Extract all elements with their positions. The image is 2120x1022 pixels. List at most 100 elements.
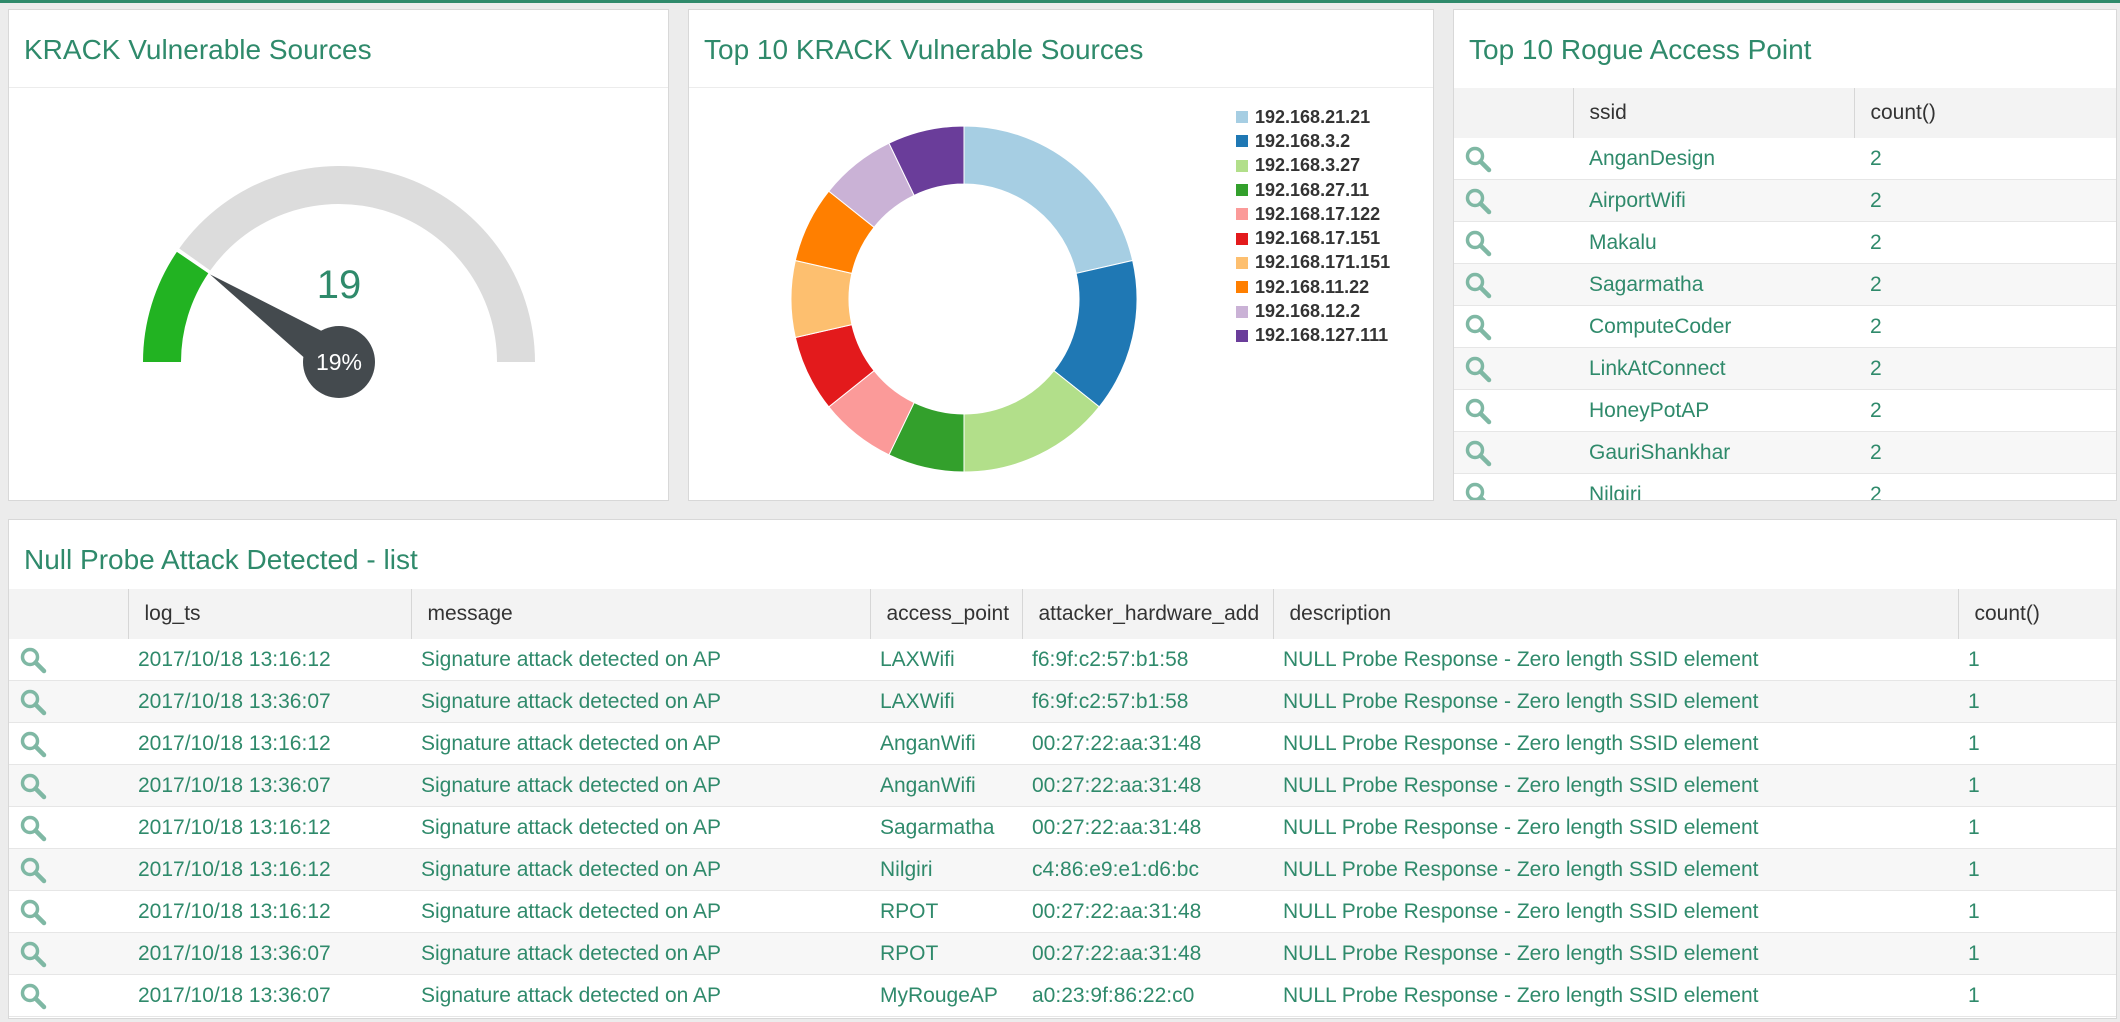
- column-header-action: [1454, 88, 1573, 138]
- table-row: Makalu 2: [1454, 221, 2116, 264]
- null-probe-table: log_ts message access_point attacker_har…: [9, 589, 2116, 1017]
- legend-item[interactable]: 192.168.171.151: [1236, 251, 1390, 275]
- cell-description: NULL Probe Response - Zero length SSID e…: [1273, 680, 1958, 723]
- legend-item[interactable]: 192.168.17.151: [1236, 226, 1390, 250]
- magnifier-icon[interactable]: [19, 730, 47, 758]
- magnifier-icon[interactable]: [19, 982, 47, 1010]
- table-row: 2017/10/18 13:16:12 Signature attack dete…: [9, 806, 2116, 849]
- row-drilldown-button[interactable]: [1454, 221, 1573, 264]
- legend-item[interactable]: 192.168.127.111: [1236, 324, 1390, 348]
- panel-title: Top 10 Rogue Access Point: [1469, 34, 1812, 65]
- cell-description: NULL Probe Response - Zero length SSID e…: [1273, 722, 1958, 765]
- cell-attacker-hardware: 00:27:22:aa:31:48: [1022, 806, 1273, 849]
- magnifier-icon[interactable]: [19, 856, 47, 884]
- legend-label: 192.168.21.21: [1255, 106, 1371, 127]
- legend-label: 192.168.127.111: [1255, 325, 1389, 346]
- magnifier-icon[interactable]: [1464, 229, 1492, 257]
- legend-swatch: [1236, 208, 1248, 221]
- table-row: 2017/10/18 13:36:07 Signature attack dete…: [9, 932, 2116, 975]
- magnifier-icon[interactable]: [1464, 145, 1492, 173]
- row-drilldown-button[interactable]: [9, 639, 128, 681]
- cell-attacker-hardware: 00:27:22:aa:31:48: [1022, 764, 1273, 807]
- magnifier-icon[interactable]: [1464, 187, 1492, 215]
- row-drilldown-button[interactable]: [1454, 138, 1573, 180]
- legend-swatch: [1236, 184, 1248, 197]
- legend-item[interactable]: 192.168.3.2: [1236, 129, 1390, 153]
- magnifier-icon[interactable]: [19, 772, 47, 800]
- legend-item[interactable]: 192.168.17.122: [1236, 202, 1390, 226]
- magnifier-icon[interactable]: [1464, 271, 1492, 299]
- legend-swatch: [1236, 305, 1248, 318]
- row-drilldown-button[interactable]: [9, 932, 128, 975]
- column-header-count[interactable]: count(): [1853, 88, 2116, 138]
- cell-ssid: AnganDesign: [1573, 138, 1854, 180]
- magnifier-icon[interactable]: [1464, 439, 1492, 467]
- column-header-description[interactable]: description: [1272, 589, 1958, 639]
- column-header-count[interactable]: count(): [1957, 589, 2116, 639]
- row-drilldown-button[interactable]: [1454, 263, 1573, 306]
- magnifier-icon[interactable]: [19, 814, 47, 842]
- column-header-log-ts[interactable]: log_ts: [127, 589, 411, 639]
- donut-slice[interactable]: [888, 125, 965, 197]
- table-row: 2017/10/18 13:36:07 Signature attack dete…: [9, 764, 2116, 807]
- table-row: 2017/10/18 13:16:12 Signature attack dete…: [9, 722, 2116, 765]
- table-row: ComputeCoder 2: [1454, 305, 2116, 348]
- magnifier-icon[interactable]: [1464, 313, 1492, 341]
- cell-attacker-hardware: a0:23:9f:86:22:c0: [1022, 974, 1273, 1017]
- cell-access-point: LAXWifi: [870, 639, 1022, 681]
- donut-slice[interactable]: [790, 259, 853, 339]
- row-drilldown-button[interactable]: [9, 890, 128, 933]
- magnifier-icon[interactable]: [19, 688, 47, 716]
- legend-label: 192.168.3.2: [1255, 130, 1351, 151]
- column-header-access-point[interactable]: access_point: [869, 589, 1022, 639]
- row-drilldown-button[interactable]: [9, 764, 128, 807]
- row-drilldown-button[interactable]: [1454, 389, 1573, 432]
- gauge-percent-label: 19%: [316, 349, 362, 375]
- cell-count: 1: [1958, 848, 2116, 891]
- row-drilldown-button[interactable]: [1454, 347, 1573, 390]
- legend-item[interactable]: 192.168.12.2: [1236, 299, 1390, 323]
- column-header-ssid[interactable]: ssid: [1572, 88, 1854, 138]
- legend-item[interactable]: 192.168.11.22: [1236, 275, 1390, 299]
- magnifier-icon[interactable]: [19, 646, 47, 674]
- panel-title: KRACK Vulnerable Sources: [24, 34, 372, 65]
- cell-count: 2: [1854, 263, 2116, 306]
- column-header-message[interactable]: message: [410, 589, 870, 639]
- table-row: GauriShankhar 2: [1454, 431, 2116, 474]
- magnifier-icon[interactable]: [19, 940, 47, 968]
- row-drilldown-button[interactable]: [9, 680, 128, 723]
- legend-item[interactable]: 192.168.21.21: [1236, 105, 1390, 129]
- column-header-action: [9, 589, 128, 639]
- cell-count: 2: [1854, 138, 2116, 180]
- cell-count: 2: [1854, 347, 2116, 390]
- table-row: 2017/10/18 13:36:07 Signature attack dete…: [9, 680, 2116, 723]
- row-drilldown-button[interactable]: [1454, 431, 1573, 474]
- legend-item[interactable]: 192.168.27.11: [1236, 178, 1390, 202]
- cell-ssid: GauriShankhar: [1573, 431, 1854, 474]
- cell-attacker-hardware: f6:9f:c2:57:b1:58: [1022, 639, 1273, 681]
- table-row: Sagarmatha 2: [1454, 263, 2116, 306]
- magnifier-icon[interactable]: [1464, 397, 1492, 425]
- row-drilldown-button[interactable]: [9, 806, 128, 849]
- cell-log-ts: 2017/10/18 13:16:12: [128, 806, 411, 849]
- legend-item[interactable]: 192.168.3.27: [1236, 154, 1390, 178]
- cell-message: Signature attack detected on AP: [411, 639, 870, 681]
- cell-count: 2: [1854, 431, 2116, 474]
- magnifier-icon[interactable]: [1464, 355, 1492, 383]
- magnifier-icon[interactable]: [19, 898, 47, 926]
- column-header-attacker-hardware[interactable]: attacker_hardware_add: [1021, 589, 1273, 639]
- legend-label: 192.168.27.11: [1255, 179, 1370, 200]
- gauge-hub: [303, 326, 375, 398]
- row-drilldown-button[interactable]: [1454, 305, 1573, 348]
- row-drilldown-button[interactable]: [1454, 473, 1573, 500]
- cell-count: 1: [1958, 722, 2116, 765]
- cell-access-point: MyRougeAP: [870, 974, 1022, 1017]
- donut-slice[interactable]: [963, 125, 1134, 275]
- magnifier-icon[interactable]: [1464, 481, 1492, 500]
- row-drilldown-button[interactable]: [9, 974, 128, 1017]
- row-drilldown-button[interactable]: [1454, 179, 1573, 222]
- row-drilldown-button[interactable]: [9, 848, 128, 891]
- row-drilldown-button[interactable]: [9, 722, 128, 765]
- cell-count: 1: [1958, 890, 2116, 933]
- cell-message: Signature attack detected on AP: [411, 932, 870, 975]
